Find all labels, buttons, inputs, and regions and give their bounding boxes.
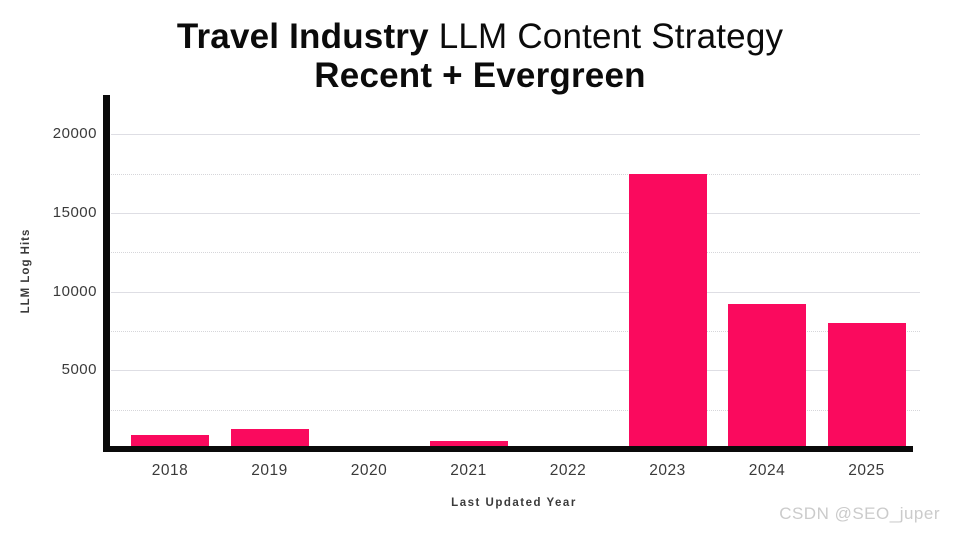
chart-title: Travel Industry LLM Content Strategy Rec… [0,17,960,95]
gridline-major-15000 [111,213,920,214]
bar-2024 [728,304,806,449]
x-tick-label-2024: 2024 [748,462,786,479]
gridline-minor-17500 [111,173,920,175]
bar-2025 [827,323,906,449]
gridline-minor-2500 [111,409,920,411]
plot-area [108,95,920,449]
x-axis-spine [103,446,913,452]
y-tick-label-5000: 5000 [61,361,97,379]
bar-2018 [131,434,209,449]
x-tick-label-2021: 2021 [450,462,487,479]
chart-title-bold-part: Travel Industry [176,17,429,56]
watermark-text: CSDN @SEO_juper [779,504,940,523]
chart-title-regular-part: LLM Content Strategy [428,17,784,56]
x-tick-label-2023: 2023 [649,462,686,479]
x-axis-label: Last Updated Year [451,497,577,509]
x-tick-label-2020: 2020 [350,462,388,479]
gridline-major-5000 [111,370,920,372]
gridline-major-10000 [111,291,920,293]
bar-2019 [230,429,309,449]
y-tick-label-10000: 10000 [52,282,97,300]
bar-2023 [628,173,707,449]
gridline-minor-7500 [111,331,920,332]
x-tick-label-2022: 2022 [549,462,587,479]
gridline-minor-12500 [111,252,920,254]
chart-subtitle: Recent + Evergreen [314,55,646,95]
y-axis-spine [103,95,110,452]
chart-title-line1: Travel Industry LLM Content Strategy [0,17,960,57]
y-axis-label: LLM Log Hits [20,228,32,314]
y-tick-label-15000: 15000 [52,204,97,221]
y-tick-label-20000: 20000 [52,125,97,143]
x-tick-label-2019: 2019 [251,462,288,479]
x-tick-label-2025: 2025 [848,462,885,479]
gridline-major-20000 [111,134,920,136]
bar-2021 [429,441,508,449]
x-tick-label-2018: 2018 [151,462,189,479]
